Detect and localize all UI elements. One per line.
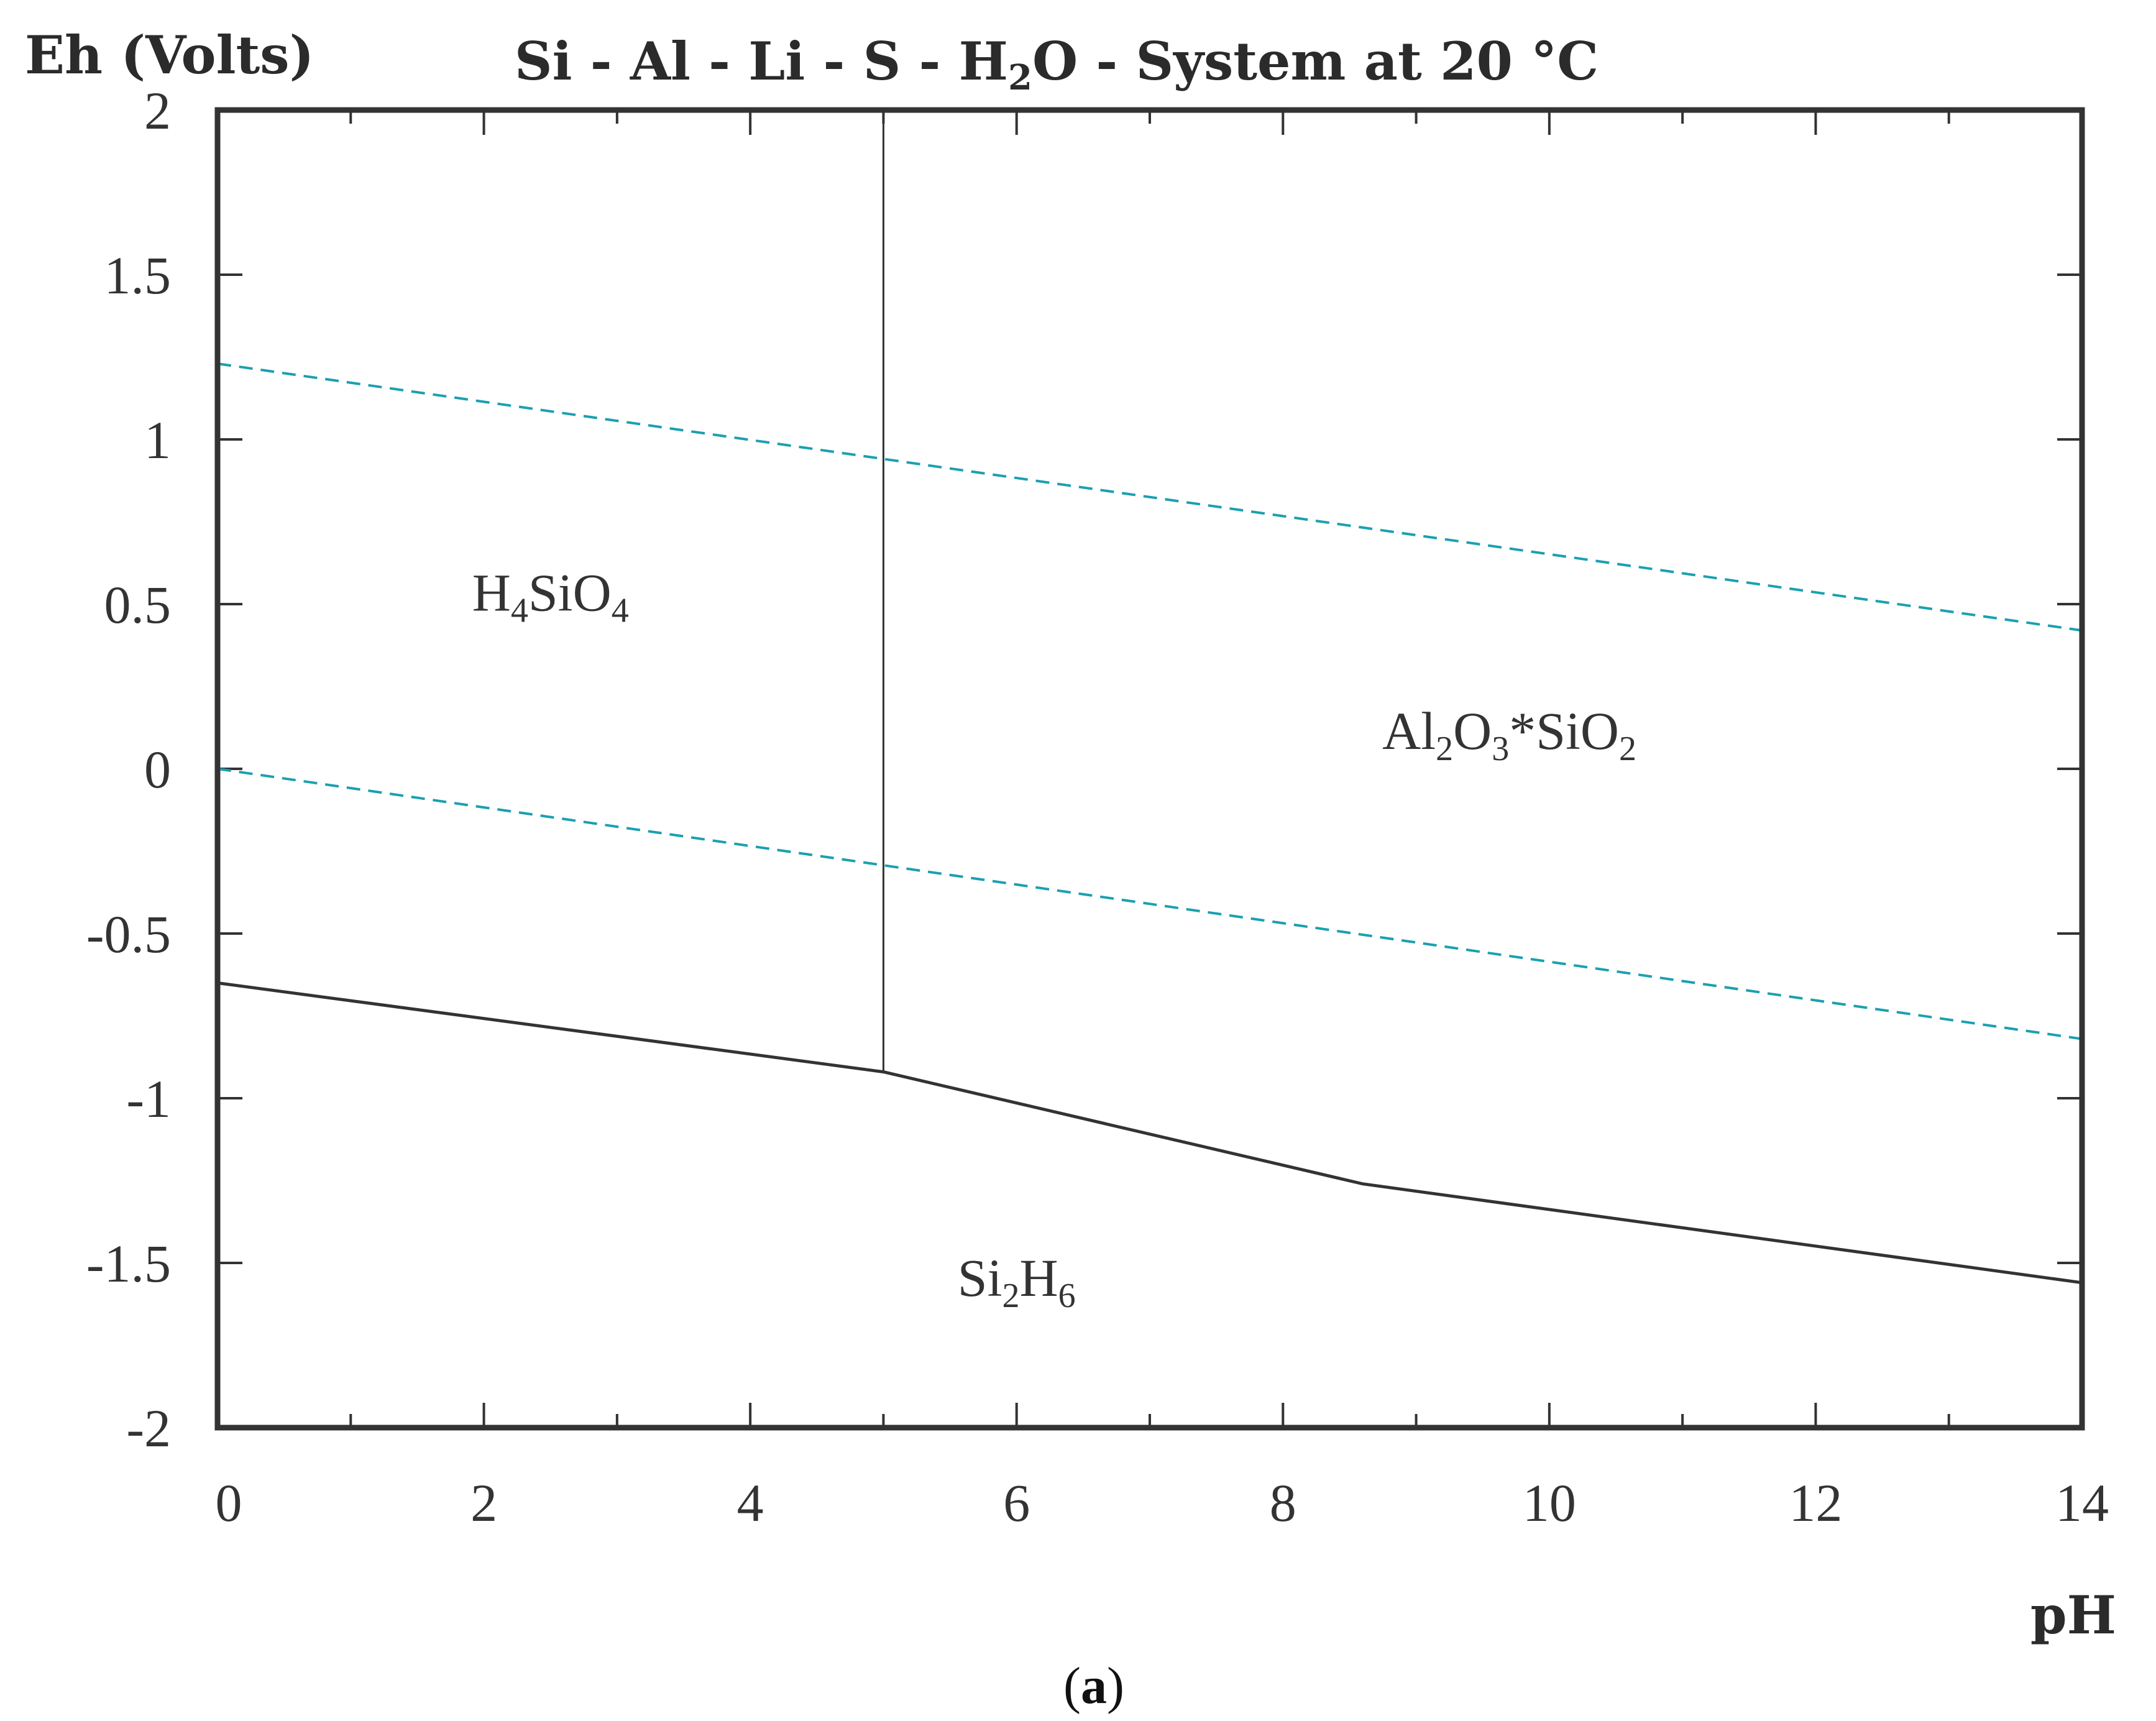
x-tick-label: 2 [470, 1473, 497, 1533]
figure-caption: (a) [1063, 1657, 1124, 1715]
x-tick-label: 14 [2055, 1473, 2109, 1533]
line-layer [217, 110, 2083, 1285]
y-tick-label: 0.5 [104, 575, 172, 635]
y-tick-label: 0 [144, 740, 171, 799]
caption-close: ) [1107, 1657, 1124, 1715]
chart-title: Si - Al - Li - S - H2O - System at 20 °C [515, 30, 1599, 98]
region-label-part: Al [1382, 701, 1436, 761]
y-tick-label: 1.5 [104, 246, 172, 305]
region-label-subscript: 2 [1436, 730, 1453, 768]
chart-title-part-3: O - System at 20 °C [1032, 30, 1599, 92]
region-label-part: H [472, 563, 511, 623]
region-label-subscript: 2 [1619, 730, 1636, 768]
region-label-subscript: 6 [1058, 1277, 1076, 1315]
y-tick-label: -0.5 [86, 904, 171, 964]
region-label-part: Si [958, 1248, 1002, 1308]
y-tick-label: 2 [144, 81, 171, 140]
caption-open: ( [1063, 1657, 1081, 1715]
chart-title-part-1: Si - Al - Li - S - H [515, 30, 1008, 92]
region-label-part: O [1453, 701, 1492, 761]
x-tick-label: 0 [216, 1473, 242, 1533]
y-tick-label: -2 [126, 1398, 171, 1458]
region-label-subscript: 2 [1002, 1277, 1020, 1315]
caption-letter: a [1081, 1657, 1107, 1715]
region-label-subscript: 4 [511, 592, 528, 630]
region-label-part: *SiO [1509, 701, 1619, 761]
x-tick-label: 8 [1270, 1473, 1296, 1533]
plot-frame [214, 107, 2085, 1431]
x-tick-label: 12 [1789, 1473, 1842, 1533]
phase-boundary-lower [217, 981, 2083, 1285]
water-upper-limit-line [217, 362, 2083, 632]
x-tick-label: 10 [1523, 1473, 1576, 1533]
region-label-part: SiO [528, 563, 612, 623]
region-label-part: H [1020, 1248, 1058, 1308]
water-lower-limit-line [217, 768, 2083, 1040]
x-tick-label: 4 [737, 1473, 764, 1533]
region-label: Al2O3*SiO2 [1382, 701, 1636, 768]
tick-layer: -2 -1.5 -1 -0.5 0 0.5 1 1.5 2 0 2 4 6 8 10 12 14 [86, 81, 2109, 1533]
chart-title-subscript: 2 [1008, 57, 1032, 98]
y-tick-label: -1 [126, 1069, 171, 1129]
region-label-subscript: 3 [1492, 730, 1509, 768]
region-label-subscript: 4 [612, 592, 629, 630]
region-label: Si2H6 [958, 1248, 1076, 1315]
region-label: H4SiO4 [472, 563, 629, 630]
x-axis-title: pH [2030, 1584, 2116, 1646]
y-tick-label: 1 [144, 410, 171, 470]
x-tick-label: 6 [1003, 1473, 1030, 1533]
y-tick-label: -1.5 [86, 1234, 171, 1293]
y-axis-title: Eh (Volts) [25, 24, 314, 86]
